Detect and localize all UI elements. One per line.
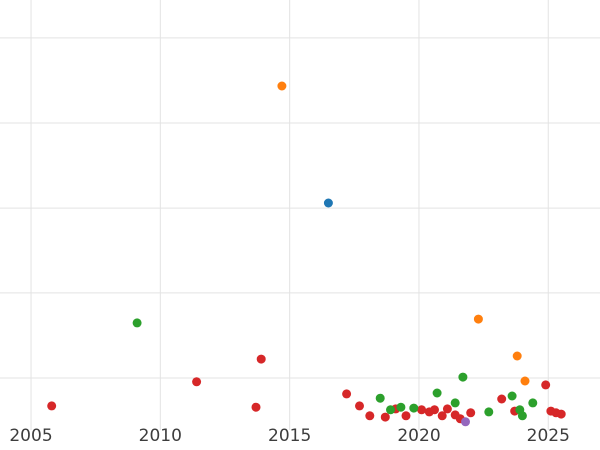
scatter-point-red — [417, 405, 427, 415]
scatter-point-red — [47, 401, 57, 411]
scatter-point-green — [386, 405, 395, 415]
x-axis-tick-labels: 2005 2010 2015 2020 2025 — [0, 426, 600, 450]
scatter-point-blue — [323, 198, 333, 208]
scatter-point-green — [484, 407, 494, 417]
scatter-point-red — [380, 412, 390, 422]
scatter-point-orange — [473, 314, 483, 324]
scatter-point-purple — [461, 417, 470, 427]
scatter-point-red — [342, 389, 352, 399]
scatter-point-red — [365, 411, 375, 421]
scatter-point-red — [192, 377, 202, 387]
x-tick-label: 2015 — [268, 426, 312, 446]
plot-area — [0, 0, 600, 430]
scatter-point-green — [528, 398, 538, 408]
scatter-point-green — [507, 391, 517, 401]
scatter-point-green — [375, 393, 385, 403]
scatter-point-red — [430, 405, 439, 415]
scatter-point-red — [256, 354, 266, 364]
scatter-point-red — [401, 411, 411, 421]
scatter-point-orange — [512, 351, 522, 361]
scatter-point-red — [497, 394, 507, 404]
scatter-point-red — [466, 408, 476, 418]
scatter-point-red — [541, 380, 551, 390]
scatter-point-green — [458, 372, 468, 382]
scatter-point-green — [409, 403, 419, 413]
scatter-point-red — [442, 404, 452, 414]
scatter-point-green — [517, 411, 527, 421]
x-tick-label: 2005 — [9, 426, 53, 446]
scatter-point-red — [355, 401, 364, 411]
scatter-point-green — [432, 388, 442, 398]
x-tick-label: 2020 — [397, 426, 441, 446]
scatter-point-green — [132, 318, 142, 328]
scatter-point-orange — [277, 81, 287, 91]
scatter-point-red — [437, 411, 447, 421]
x-tick-label: 2010 — [138, 426, 182, 446]
x-tick-label: 2025 — [526, 426, 570, 446]
scatter-point-red — [251, 402, 261, 412]
scatter-point-green — [396, 402, 406, 412]
scatter-point-green — [450, 398, 460, 408]
scatter-point-orange — [520, 376, 530, 386]
scatter-point-red — [556, 409, 566, 419]
